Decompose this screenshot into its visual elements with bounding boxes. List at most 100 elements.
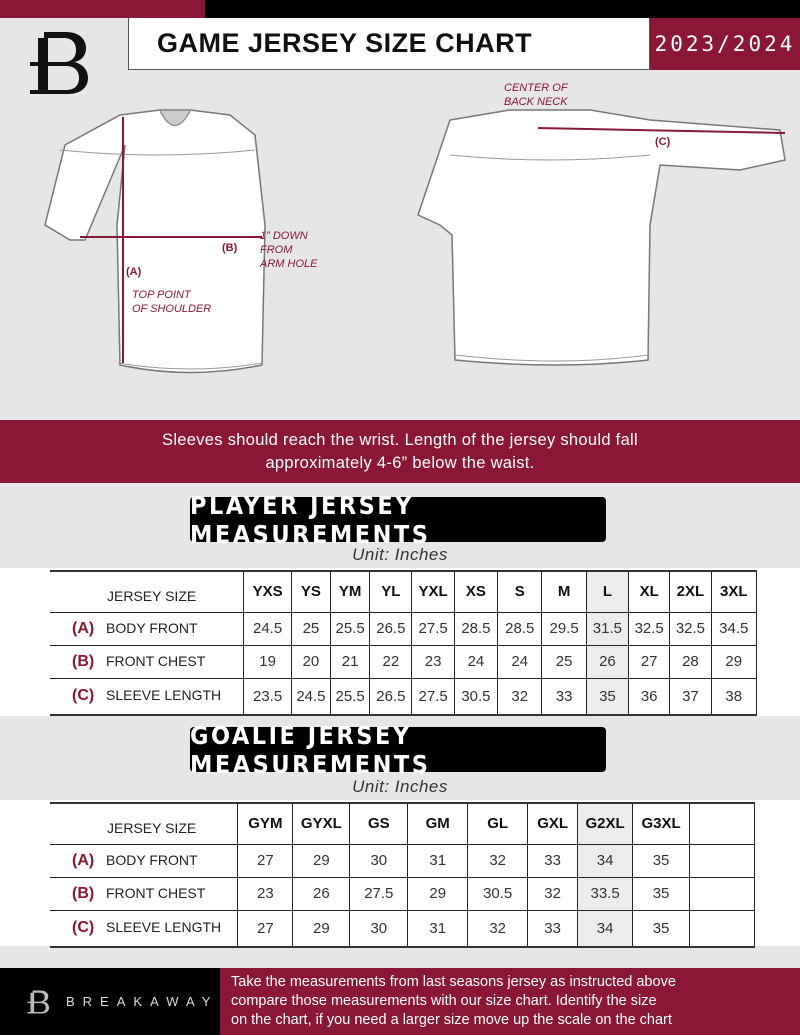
measurement-cell: 33	[527, 843, 579, 878]
banner-line: approximately 4-6” below the waist.	[265, 454, 535, 472]
measurement-cell: 24	[497, 644, 543, 679]
measurement-cell: 31	[407, 909, 469, 948]
measurement-cell: 32.5	[669, 611, 712, 646]
front-chest-note: 1” DOWN FROM ARM HOLE	[260, 229, 317, 271]
measurement-cell: 35	[585, 677, 630, 716]
table-row: (B) FRONT CHEST 23 26 27.5 29 30.5 32 33.5 35	[50, 876, 755, 911]
table-row: (B) FRONT CHEST 19 20 21 22 23 24 24 25 26 27 28 29	[50, 644, 758, 679]
measurement-cell: 24.5	[243, 611, 292, 646]
body-front-label: (A)	[126, 266, 142, 278]
note-line: BACK NECK	[504, 96, 568, 108]
measurement-cell: 27.5	[411, 677, 455, 716]
measurement-cell: 32	[467, 843, 529, 878]
size-header: GXL	[527, 802, 579, 845]
player-unit: Unit: Inches	[352, 545, 448, 564]
measurement-cell: 30.5	[453, 677, 499, 716]
size-header: G3XL	[632, 802, 691, 845]
size-header: YL	[369, 570, 413, 613]
row-key: (A)	[72, 851, 95, 869]
measurement-cell: 34	[577, 843, 634, 878]
size-header: G2XL	[577, 802, 634, 845]
size-header: YS	[290, 570, 332, 613]
front-jersey-diagram	[44, 109, 266, 374]
measurement-cell: 19	[243, 644, 292, 679]
measurement-cell: 36	[628, 677, 671, 716]
sleeve-length-label: (C)	[655, 136, 671, 148]
measurement-cell: 32.5	[628, 611, 671, 646]
measurement-cell: 26.5	[369, 611, 413, 646]
brand-name: BREAKAWAY	[66, 994, 219, 1009]
measurement-cell: 33	[527, 909, 579, 948]
measurement-cell: 29	[407, 876, 469, 911]
row-name: SLEEVE LENGTH	[106, 687, 222, 704]
measurement-cell: 35	[632, 876, 691, 911]
measurement-cell: 32	[497, 677, 543, 716]
measurement-cell: 26	[585, 644, 630, 679]
measurement-cell: 34	[577, 909, 634, 948]
footer-instructions: Take the measurements from last seasons …	[220, 968, 800, 1035]
measurement-cell: 24.5	[290, 677, 332, 716]
measurement-cell: 23	[411, 644, 455, 679]
measurement-cell: 29	[292, 843, 351, 878]
row-label: (C) SLEEVE LENGTH	[50, 677, 245, 716]
goalie-size-table: JERSEY SIZE GYM GYXL GS GM GL GXL G2XL G3XL (A) BO…	[50, 802, 755, 948]
measurement-cell: 28.5	[453, 611, 499, 646]
measurement-cell: 24	[453, 644, 499, 679]
measurement-cell: 22	[369, 644, 413, 679]
size-header: L	[585, 570, 630, 613]
note-line: OF SHOULDER	[132, 303, 212, 315]
measurement-cell: 35	[632, 843, 691, 878]
measurement-cell: 25	[541, 644, 587, 679]
measurement-cell	[689, 909, 755, 948]
measurement-cell: 23	[237, 876, 294, 911]
table-row: (A) BODY FRONT 24.5 25 25.5 26.5 27.5 28.5 28.5 2…	[50, 611, 758, 646]
size-header: XS	[453, 570, 499, 613]
fit-instructions-banner: Sleeves should reach the wrist. Length o…	[0, 420, 800, 483]
season-badge: 2023/2024	[650, 18, 800, 70]
measurement-cell: 28.5	[497, 611, 543, 646]
measurement-cell: 25.5	[330, 677, 371, 716]
measurement-cell: 20	[290, 644, 332, 679]
measurement-cell: 32	[467, 909, 529, 948]
body-front-note: TOP POINT OF SHOULDER	[132, 288, 211, 316]
measurement-cell: 27	[237, 909, 294, 948]
measurement-cell: 27.5	[349, 876, 409, 911]
size-header: 2XL	[669, 570, 712, 613]
row-label: (B) FRONT CHEST	[50, 644, 245, 679]
row-key: (B)	[72, 652, 95, 670]
measurement-cell: 25	[290, 611, 332, 646]
measurement-cell: 33	[541, 677, 587, 716]
measurement-cell: 21	[330, 644, 371, 679]
measurement-cell: 27	[628, 644, 671, 679]
measurement-cell: 26.5	[369, 677, 413, 716]
size-header: 3XL	[710, 570, 758, 613]
measurement-cell: 27.5	[411, 611, 455, 646]
measurement-cell: 38	[710, 677, 758, 716]
size-header: GL	[467, 802, 529, 845]
row-name: BODY FRONT	[106, 619, 198, 636]
row-label: (C) SLEEVE LENGTH	[50, 909, 239, 948]
size-header: YXS	[243, 570, 292, 613]
measurement-cell: 31.5	[585, 611, 630, 646]
measurement-cell: 30.5	[467, 876, 529, 911]
row-name: BODY FRONT	[106, 851, 198, 868]
size-header: GS	[349, 802, 409, 845]
measurement-cell: 34.5	[710, 611, 758, 646]
footer-line: compare those measurements with our size…	[231, 993, 657, 1009]
jersey-size-header: JERSEY SIZE	[50, 570, 245, 613]
size-header: GYM	[237, 802, 294, 845]
size-header: XL	[628, 570, 671, 613]
row-label: (A) BODY FRONT	[50, 611, 245, 646]
size-header: GM	[407, 802, 469, 845]
breakaway-logo-icon	[27, 989, 50, 1014]
size-header	[689, 802, 755, 845]
measurement-cell: 25.5	[330, 611, 371, 646]
goalie-unit: Unit: Inches	[352, 777, 448, 796]
goalie-heading: GOALIE JERSEY MEASUREMENTS	[190, 721, 606, 779]
measurement-cell	[689, 843, 755, 878]
back-jersey-diagram	[417, 109, 786, 366]
footer-line: on the chart, if you need a larger size …	[231, 1012, 672, 1028]
player-size-table: JERSEY SIZE YXS YS YM YL YXL XS S M L XL 2XL 3XL (A) B…	[50, 570, 758, 716]
note-line: CENTER OF	[504, 82, 568, 94]
measurement-cell: 35	[632, 909, 691, 948]
